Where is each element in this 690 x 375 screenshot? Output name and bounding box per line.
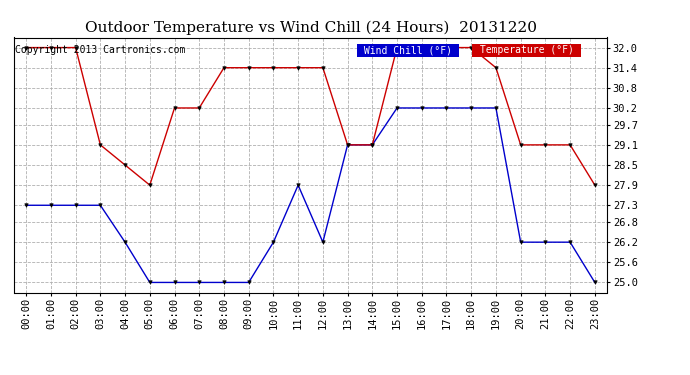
Text: Copyright 2013 Cartronics.com: Copyright 2013 Cartronics.com: [15, 45, 186, 55]
Title: Outdoor Temperature vs Wind Chill (24 Hours)  20131220: Outdoor Temperature vs Wind Chill (24 Ho…: [84, 21, 537, 35]
Text: Wind Chill (°F): Wind Chill (°F): [358, 45, 458, 55]
Text: Temperature (°F): Temperature (°F): [474, 45, 580, 55]
